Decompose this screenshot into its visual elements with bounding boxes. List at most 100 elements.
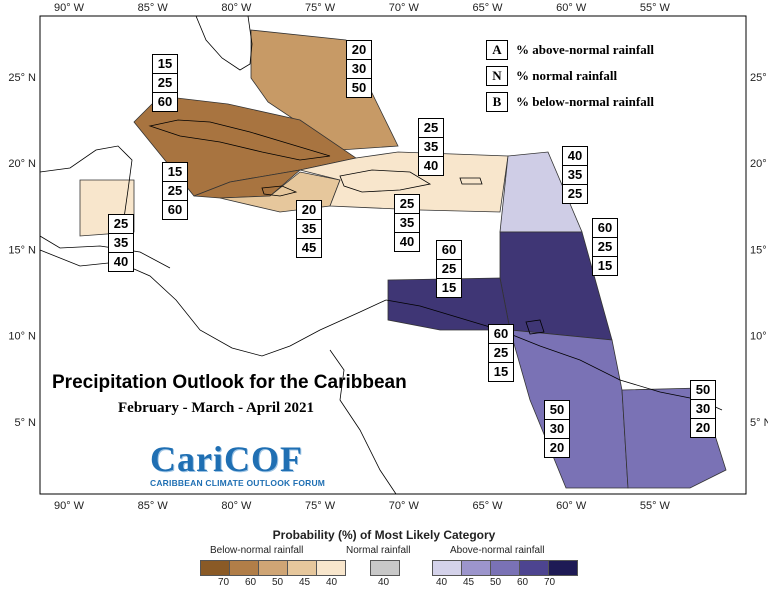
legend-normal-label: Normal rainfall — [346, 545, 411, 556]
legend-swatch — [316, 560, 346, 576]
key-normal: N % normal rainfall — [486, 66, 617, 86]
legend-value: 60 — [516, 577, 529, 588]
lat-tick-label: 10° N — [8, 331, 36, 343]
lon-tick-label: 90° W — [54, 2, 85, 14]
lat-ticks-left: 25° N 20° N 15° N 10° N 5° N — [8, 72, 36, 429]
below-value: 60 — [152, 92, 178, 112]
above-value: 40 — [562, 146, 588, 166]
cuba-island — [148, 119, 331, 161]
key-below: B % below-normal rainfall — [486, 92, 654, 112]
legend-value: 50 — [489, 577, 502, 588]
legend-value: 40 — [325, 577, 338, 588]
normal-value: 35 — [562, 165, 588, 185]
lat-tick-label: 25° N — [750, 72, 768, 84]
below-value: 20 — [690, 418, 716, 438]
below-value: 20 — [544, 438, 570, 458]
legend-swatch — [490, 560, 520, 576]
normal-value: 35 — [108, 233, 134, 253]
hispaniola-island — [339, 169, 432, 193]
above-value: 25 — [108, 214, 134, 234]
below-value: 45 — [296, 238, 322, 258]
above-value: 15 — [162, 162, 188, 182]
jamaica-island — [261, 185, 298, 197]
puerto-rico-island — [459, 177, 483, 185]
legend-above-swatches — [432, 560, 578, 576]
trinidad-island — [525, 319, 545, 335]
legend-swatch — [461, 560, 491, 576]
legend-swatch — [229, 560, 259, 576]
lon-tick-label: 70° W — [389, 2, 420, 14]
legend-below-swatches — [200, 560, 346, 576]
below-value: 50 — [346, 78, 372, 98]
below-value: 15 — [592, 256, 618, 276]
legend-value: 40 — [377, 577, 390, 588]
florida-coast — [195, 15, 253, 71]
above-value: 50 — [690, 380, 716, 400]
legend-normal-values: 40 — [370, 577, 397, 588]
normal-value: 25 — [592, 237, 618, 257]
key-text: % above-normal rainfall — [516, 42, 654, 57]
south-america-west — [329, 349, 397, 495]
lon-tick-label: 80° W — [221, 500, 252, 512]
above-value: 60 — [436, 240, 462, 260]
lat-tick-label: 20° N — [750, 158, 768, 170]
legend-value: 40 — [435, 577, 448, 588]
below-value: 15 — [436, 278, 462, 298]
normal-value: 25 — [436, 259, 462, 279]
prob-box-guyana: 50 30 20 — [544, 400, 570, 458]
prob-box-jamaica: 20 35 45 — [296, 200, 322, 258]
zone-cayman-jamaica — [193, 169, 302, 199]
zone-hispaniola — [299, 151, 509, 213]
below-value: 40 — [418, 156, 444, 176]
above-value: 60 — [592, 218, 618, 238]
map-subtitle: February - March - April 2021 — [118, 400, 314, 416]
normal-value: 35 — [418, 137, 444, 157]
lat-tick-label: 15° N — [750, 244, 768, 256]
legend-below-label: Below-normal rainfall — [210, 545, 304, 556]
logo-name: CariCOF — [150, 439, 303, 479]
prob-box-bahamas: 20 30 50 — [346, 40, 372, 98]
logo-tagline: CARIBBEAN CLIMATE OUTLOOK FORUM — [150, 478, 326, 488]
above-value: 60 — [488, 324, 514, 344]
legend-above-label: Above-normal rainfall — [450, 545, 545, 556]
legend-normal-swatches — [370, 560, 400, 576]
lat-tick-label: 5° N — [750, 417, 768, 429]
lon-tick-label: 55° W — [640, 500, 671, 512]
normal-value: 35 — [394, 213, 420, 233]
normal-value: 30 — [346, 59, 372, 79]
lon-tick-label: 60° W — [556, 500, 587, 512]
prob-box-suriname-guiana: 50 30 20 — [690, 380, 716, 438]
below-value: 15 — [488, 362, 514, 382]
legend-swatch — [258, 560, 288, 576]
above-value: 25 — [394, 194, 420, 214]
legend-value: 45 — [462, 577, 475, 588]
normal-value: 25 — [152, 73, 178, 93]
lat-tick-label: 15° N — [8, 244, 36, 256]
legend-swatch — [370, 560, 400, 576]
lon-tick-label: 65° W — [472, 2, 503, 14]
legend-value: 70 — [217, 577, 230, 588]
lon-tick-label: 65° W — [472, 500, 503, 512]
prob-box-abc-islands: 60 25 15 — [436, 240, 462, 298]
legend-swatch — [287, 560, 317, 576]
lat-ticks-right: 25° N 20° N 15° N 10° N 5° N — [750, 72, 768, 429]
legend-above-values: 40 45 50 60 70 — [428, 577, 563, 588]
lon-tick-label: 75° W — [305, 2, 336, 14]
key-letter: B — [486, 92, 508, 112]
forecast-zones — [79, 29, 727, 489]
normal-value: 25 — [162, 181, 188, 201]
lon-tick-label: 55° W — [640, 2, 671, 14]
key-text: % below-normal rainfall — [516, 94, 654, 109]
prob-box-trinidad: 60 25 15 — [488, 324, 514, 382]
prob-box-hispaniola: 25 35 40 — [418, 118, 444, 176]
below-value: 40 — [108, 252, 134, 272]
normal-value: 30 — [544, 419, 570, 439]
prob-box-cayman-jamaica: 15 25 60 — [162, 162, 188, 220]
lon-tick-label: 80° W — [221, 2, 252, 14]
key-text: % normal rainfall — [516, 68, 618, 83]
legend-title: Probability (%) of Most Likely Category — [272, 528, 496, 542]
prob-box-hispaniola-south: 25 35 40 — [394, 194, 420, 252]
lon-ticks-bottom: 90° W 85° W 80° W 75° W 70° W 65° W 60° W 55° W — [54, 500, 671, 512]
below-value: 60 — [162, 200, 188, 220]
above-value: 15 — [152, 54, 178, 74]
